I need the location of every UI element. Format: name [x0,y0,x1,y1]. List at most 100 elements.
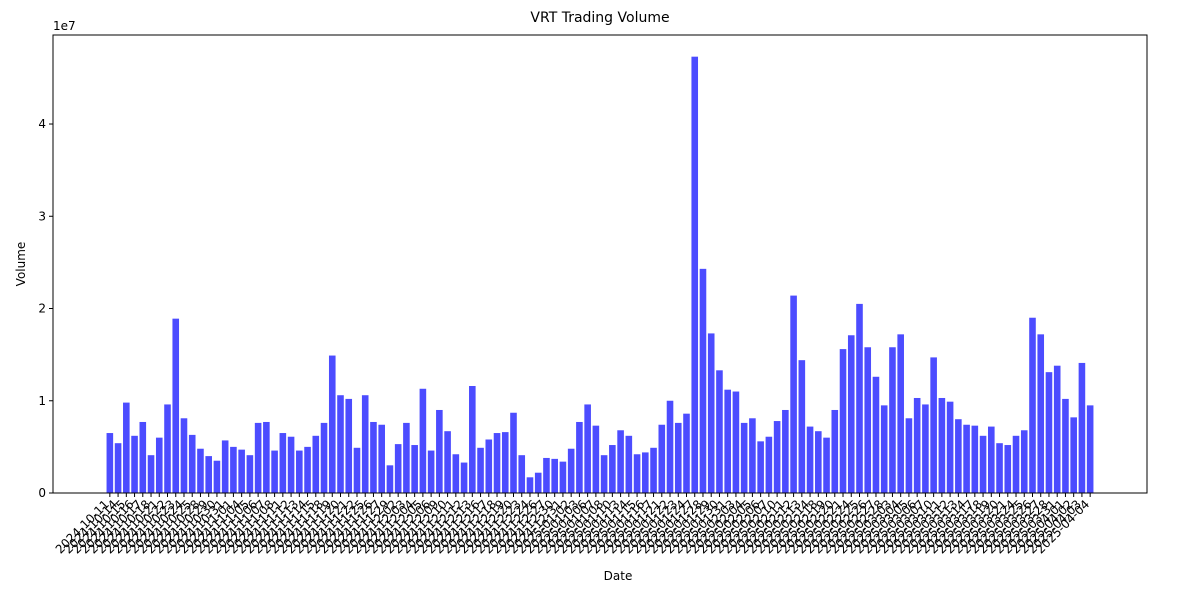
bar [847,335,855,493]
bar [1062,398,1069,493]
bar [1086,405,1094,493]
bar [1012,435,1020,493]
bar [724,389,731,493]
bar [642,452,649,493]
bar [971,425,979,493]
bar [403,422,410,493]
bar [872,376,880,493]
bar [238,449,245,493]
bar [905,418,913,493]
bar [477,447,484,493]
bar [757,441,764,493]
bar [1053,365,1061,493]
bar [666,400,674,493]
bar [444,431,451,493]
bar [864,347,872,493]
bar [279,433,287,493]
bar [296,450,303,493]
bar [205,456,212,493]
bar [386,465,394,493]
y-axis-label: Volume [14,242,28,287]
bar [180,418,188,493]
bar [501,432,509,493]
y-tick-label: 4 [38,117,46,131]
bar [988,426,995,493]
bar [749,418,756,493]
y-offset-label: 1e7 [53,19,76,33]
bar [856,303,863,493]
bar [922,404,929,493]
bar [650,447,657,493]
bar [831,409,839,493]
bar [674,422,682,493]
bar [436,409,443,493]
bar [996,443,1003,493]
bar [221,440,229,493]
bar [584,404,591,493]
bar [164,404,171,493]
bar [913,397,921,493]
bar [320,422,328,493]
bar [394,444,402,493]
bar [131,435,138,493]
bar [1020,430,1028,493]
bar [880,405,888,493]
bar [411,445,418,493]
bar [897,334,904,493]
bar [839,349,847,493]
bar [188,434,196,493]
bar [633,454,641,493]
bar [740,422,748,493]
bar [328,355,336,493]
bar [790,295,797,493]
bar [823,437,830,493]
bar [106,433,114,493]
bar [123,402,130,493]
bar [592,425,600,493]
bar [600,455,608,493]
bar [551,458,558,493]
bar [609,445,616,493]
bar [732,391,740,493]
bar [773,421,781,493]
bar [427,450,435,493]
y-tick-label: 3 [38,209,46,223]
bar [1078,362,1086,493]
bar [419,388,427,493]
bar [246,455,254,493]
bar [213,460,221,493]
bar [518,455,526,493]
bar [287,436,295,493]
bar [155,437,163,493]
y-tick-label: 0 [38,486,46,500]
bar [707,333,715,493]
bar [147,455,155,493]
bar [493,433,501,493]
bar [543,457,550,493]
bar [946,401,954,493]
plot-frame [52,34,1148,494]
chart-title: VRT Trading Volume [530,10,669,26]
bar [378,424,385,493]
bar [197,448,204,493]
bar [337,395,344,493]
bar [1037,334,1045,493]
y-tick-label: 1 [38,394,46,408]
bar [452,454,460,493]
bar [230,446,237,493]
x-axis-label: Date [604,569,633,583]
bar [304,446,311,493]
bar [782,409,789,493]
bar [806,426,814,493]
bar [254,422,262,493]
bar [691,56,699,494]
bar [617,430,624,493]
bar [1004,445,1012,493]
bar [485,439,493,493]
bar [658,424,666,493]
bar [625,435,633,493]
bar [370,421,377,493]
bar [1029,317,1036,493]
